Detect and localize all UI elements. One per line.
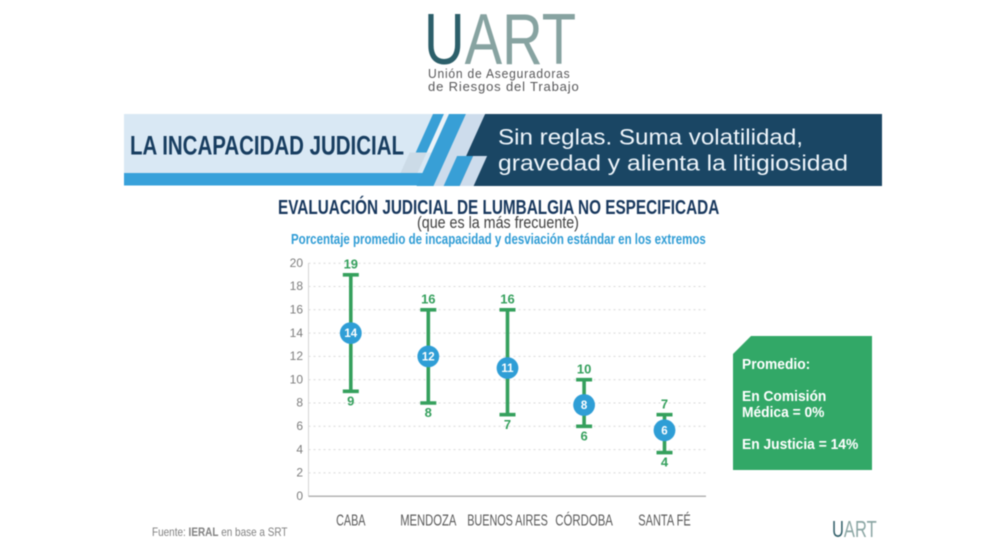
svg-text:BUENOS AIRES: BUENOS AIRES bbox=[467, 513, 548, 530]
svg-text:10: 10 bbox=[577, 362, 591, 377]
svg-text:8: 8 bbox=[581, 400, 588, 412]
svg-text:6: 6 bbox=[661, 425, 667, 437]
svg-text:7: 7 bbox=[661, 396, 668, 411]
svg-text:18: 18 bbox=[290, 279, 304, 293]
svg-text:gravedad y alienta la litigios: gravedad y alienta la litigiosidad bbox=[498, 151, 848, 176]
svg-text:6: 6 bbox=[580, 428, 587, 443]
svg-text:2: 2 bbox=[296, 466, 303, 480]
svg-text:6: 6 bbox=[296, 419, 303, 433]
svg-text:16: 16 bbox=[421, 292, 435, 307]
svg-text:0: 0 bbox=[296, 489, 303, 503]
svg-text:LA INCAPACIDAD JUDICIAL: LA INCAPACIDAD JUDICIAL bbox=[130, 131, 404, 161]
svg-text:CÓRDOBA: CÓRDOBA bbox=[555, 511, 613, 530]
svg-text:14: 14 bbox=[290, 326, 304, 340]
svg-text:16: 16 bbox=[290, 303, 304, 317]
svg-text:9: 9 bbox=[347, 393, 354, 408]
svg-text:8: 8 bbox=[425, 405, 432, 420]
svg-text:4: 4 bbox=[296, 442, 303, 456]
svg-text:10: 10 bbox=[290, 372, 304, 386]
svg-text:20: 20 bbox=[290, 256, 304, 270]
svg-text:8: 8 bbox=[296, 396, 303, 410]
svg-text:12: 12 bbox=[290, 349, 304, 363]
svg-text:Sin reglas. Suma volatilidad,: Sin reglas. Suma volatilidad, bbox=[498, 125, 803, 150]
svg-text:19: 19 bbox=[344, 257, 358, 272]
svg-text:12: 12 bbox=[422, 352, 435, 364]
svg-text:14: 14 bbox=[344, 328, 357, 340]
svg-text:11: 11 bbox=[501, 363, 514, 375]
svg-text:4: 4 bbox=[661, 455, 669, 470]
svg-text:7: 7 bbox=[504, 417, 511, 432]
svg-text:16: 16 bbox=[500, 292, 514, 307]
svg-text:CABA: CABA bbox=[336, 513, 366, 530]
svg-text:SANTA FÉ: SANTA FÉ bbox=[638, 511, 691, 530]
svg-text:MENDOZA: MENDOZA bbox=[400, 513, 456, 530]
